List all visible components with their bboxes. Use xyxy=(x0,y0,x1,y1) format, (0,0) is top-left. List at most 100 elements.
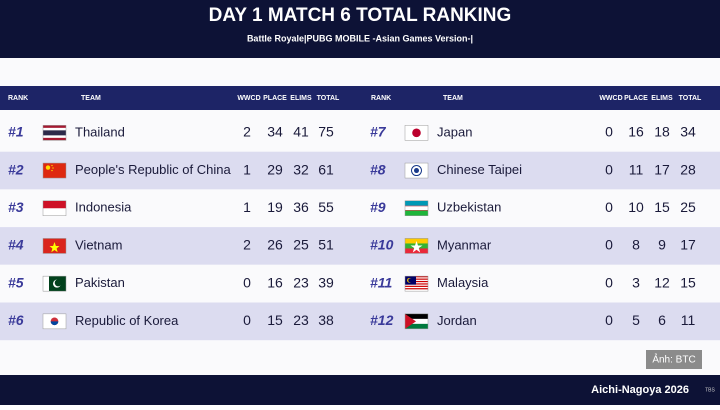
footer-event: Aichi-Nagoya 2026 xyxy=(591,384,689,396)
title: DAY 1 MATCH 6 TOTAL RANKING xyxy=(209,5,512,26)
flag-part xyxy=(405,313,428,319)
flag-part xyxy=(410,240,423,253)
column-header: TOTAL xyxy=(317,95,340,102)
flag-part xyxy=(405,278,428,280)
flag-part xyxy=(412,128,421,138)
flag xyxy=(42,238,67,254)
column-header: ELIMS xyxy=(651,95,673,102)
column-header: WWCD xyxy=(599,95,622,102)
rank: #12 xyxy=(370,312,394,328)
flag-part xyxy=(414,168,419,174)
total: 39 xyxy=(318,274,334,290)
rank: #10 xyxy=(370,237,394,253)
row-background xyxy=(0,114,720,152)
flag-border xyxy=(404,162,429,179)
flag-part xyxy=(43,200,66,209)
place: 34 xyxy=(267,124,283,140)
row-background xyxy=(0,227,720,265)
column-header: RANK xyxy=(8,95,28,102)
flag-border xyxy=(42,313,67,330)
flag-border xyxy=(404,313,429,330)
flag-part xyxy=(405,285,428,287)
footer-broadcaster: TBS xyxy=(705,387,715,393)
rank: #7 xyxy=(370,124,387,140)
elims: 18 xyxy=(654,124,670,140)
total: 15 xyxy=(680,274,696,290)
flag-part xyxy=(50,321,59,326)
rank: #5 xyxy=(8,274,24,290)
team-name: Republic of Korea xyxy=(75,313,179,328)
flag-part xyxy=(43,130,66,136)
elims: 17 xyxy=(654,161,670,177)
flag xyxy=(42,125,67,141)
flag-part xyxy=(51,169,53,172)
team-name: Chinese Taipei xyxy=(437,162,522,177)
place: 26 xyxy=(267,237,283,253)
elims: 36 xyxy=(293,199,309,215)
flag-part xyxy=(405,280,428,283)
team-name: Thailand xyxy=(75,124,125,139)
total: 38 xyxy=(318,312,334,328)
wwcd: 2 xyxy=(243,237,251,253)
team-name: Japan xyxy=(437,124,472,139)
rank: #2 xyxy=(8,161,24,177)
wwcd: 0 xyxy=(605,312,613,328)
rank: #11 xyxy=(370,274,393,290)
total: 28 xyxy=(680,161,696,177)
flag-border xyxy=(42,162,67,179)
flag xyxy=(404,238,429,254)
elims: 9 xyxy=(658,237,666,253)
flag xyxy=(404,313,429,330)
team-name: Uzbekistan xyxy=(437,200,501,215)
elims: 12 xyxy=(654,274,670,290)
flag-border xyxy=(404,275,429,292)
rank: #4 xyxy=(8,237,24,253)
flag-part xyxy=(49,241,60,253)
total: 25 xyxy=(680,199,696,215)
header-row xyxy=(0,86,720,110)
title-bar xyxy=(0,0,720,58)
rank: #9 xyxy=(370,199,386,215)
flag xyxy=(42,162,67,179)
place: 16 xyxy=(628,124,644,140)
credit-box xyxy=(646,350,702,369)
flag xyxy=(404,125,429,141)
column-header: ELIMS xyxy=(290,95,312,102)
team-name: Indonesia xyxy=(75,200,132,215)
flag-part xyxy=(43,163,66,179)
wwcd: 0 xyxy=(243,274,251,290)
team-name: Malaysia xyxy=(437,275,489,290)
rank: #8 xyxy=(370,161,386,177)
team-name: Myanmar xyxy=(437,237,492,252)
flag-border xyxy=(42,200,67,216)
rank: #6 xyxy=(8,312,24,328)
total: 17 xyxy=(680,237,696,253)
elims: 41 xyxy=(293,124,309,140)
wwcd: 0 xyxy=(605,124,613,140)
wwcd: 0 xyxy=(605,237,613,253)
column-header: RANK xyxy=(371,95,391,102)
flag xyxy=(404,200,429,216)
place: 15 xyxy=(267,312,283,328)
team-name: Pakistan xyxy=(75,275,125,290)
place: 29 xyxy=(267,161,283,177)
column-header: PLACE xyxy=(624,95,648,102)
elims: 6 xyxy=(658,312,666,328)
flag xyxy=(42,275,67,292)
elims: 23 xyxy=(293,274,309,290)
total: 61 xyxy=(318,161,334,177)
total: 34 xyxy=(680,124,696,140)
flag-part xyxy=(405,200,428,206)
row-background xyxy=(0,302,720,341)
column-header: TEAM xyxy=(81,95,101,102)
total: 55 xyxy=(318,199,334,215)
flag-part xyxy=(54,279,62,287)
total: 11 xyxy=(681,312,696,328)
flag-border xyxy=(42,275,67,292)
flag-part xyxy=(405,313,416,329)
elims: 25 xyxy=(293,237,309,253)
flag-part xyxy=(52,167,54,169)
elims: 15 xyxy=(654,199,670,215)
flag-part xyxy=(405,210,428,211)
